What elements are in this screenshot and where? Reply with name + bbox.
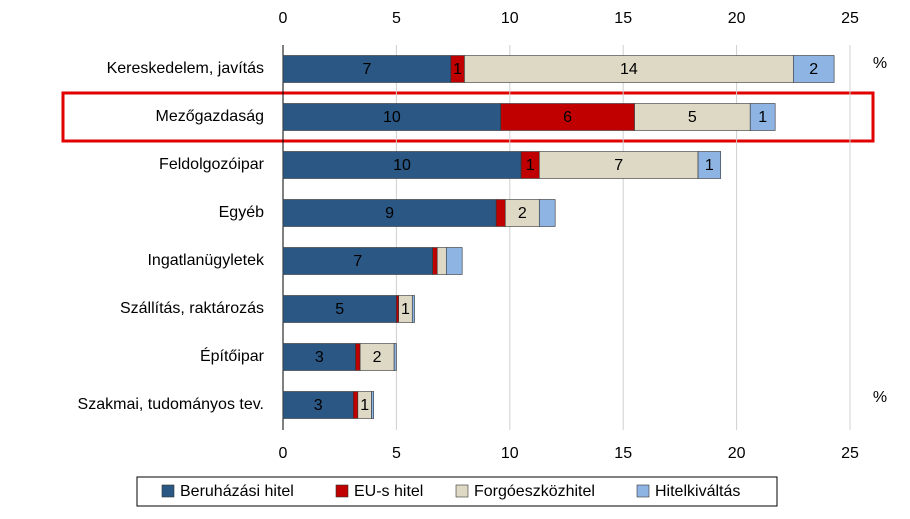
legend-swatch [161,484,175,498]
legend-swatch [636,484,650,498]
data-label: 10 [383,109,401,126]
x-tick-label: 5 [392,10,401,27]
y-tick-label: Építőipar [200,346,265,365]
data-label: 6 [563,109,572,126]
y-tick-label: Szállítás, raktározás [120,300,264,317]
bar-segment [538,151,699,179]
y-tick-label: Kereskedelem, javítás [107,60,264,77]
x-tick-label: 10 [501,10,519,27]
data-label: 2 [373,349,382,366]
y-tick-label: Ingatlanügyletek [147,252,265,269]
bar-segment [495,199,506,227]
x-tick-label: 0 [279,445,288,462]
bar-segment [504,199,540,227]
bar-segment [371,391,375,419]
bar-segment [749,103,776,131]
bar-segment [538,199,556,227]
bar-segment [282,103,502,131]
data-label: 1 [758,109,767,126]
bar-segment [634,103,751,131]
legend-label: Beruházási hitel [180,483,294,500]
y-tick-label: Szakmai, tudományos tev. [78,396,264,413]
bar-segment [355,343,361,371]
bar-segment [353,391,359,419]
x-tick-label: 25 [841,445,859,462]
data-label: 7 [353,253,362,270]
x-tick-label: 0 [279,10,288,27]
legend-swatch [335,484,349,498]
bar-segment [436,247,447,275]
bar-segment [500,103,635,131]
data-label: 10 [393,157,411,174]
bar-segment [432,247,438,275]
data-label: 1 [401,301,410,318]
x-tick-label: 25 [841,10,859,27]
x-tick-label: 15 [614,10,632,27]
data-label: 7 [614,157,623,174]
bar-segment [282,295,397,323]
data-label: 5 [335,301,344,318]
bar-segment [393,343,397,371]
data-label: 1 [526,157,535,174]
y-tick-label: Mezőgazdaság [155,108,264,125]
bar-segment [792,55,835,83]
data-label: 1 [360,397,369,414]
data-label: 2 [809,61,818,78]
legend-label: Forgóeszközhitel [474,483,595,500]
bar-segment [282,247,433,275]
data-label: 7 [362,61,371,78]
data-label: 3 [314,397,323,414]
x-tick-label: 20 [728,10,746,27]
data-label: 3 [315,349,324,366]
data-label: 9 [385,205,394,222]
data-label: 1 [705,157,714,174]
x-tick-label: 15 [614,445,632,462]
bar-segment [411,295,415,323]
bar-segment [445,247,463,275]
bar-segment [282,151,522,179]
x-tick-label: 20 [728,445,746,462]
data-label: 14 [620,61,638,78]
y-tick-label: Feldolgozóipar [159,156,265,173]
bar-segment [464,55,794,83]
unit-label: % [873,55,887,72]
legend-label: Hitelkiváltás [655,483,740,500]
bar-segment [359,343,395,371]
data-label: 1 [453,61,462,78]
legend-label: EU-s hitel [354,483,423,500]
unit-label: % [873,389,887,406]
bar-segment [396,295,399,323]
legend-swatch [455,484,469,498]
bar-segment [282,199,497,227]
y-tick-label: Egyéb [219,204,264,221]
bar-segment [282,391,354,419]
data-label: 5 [688,109,697,126]
bar-segment [282,55,452,83]
highlight-box [61,91,875,143]
data-label: 2 [518,205,527,222]
legend-box [136,476,778,507]
bar-segment [697,151,722,179]
x-tick-label: 5 [392,445,401,462]
x-tick-label: 10 [501,445,519,462]
